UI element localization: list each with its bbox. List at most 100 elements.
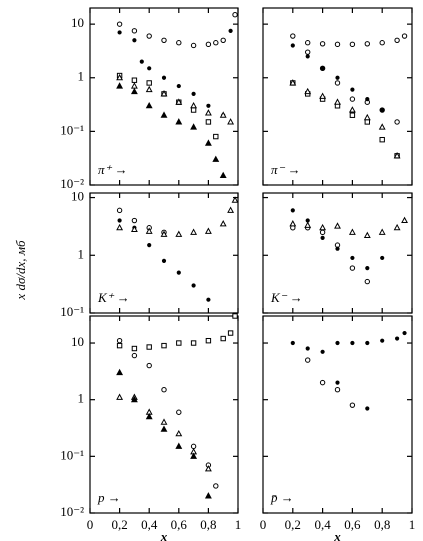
- point: [319, 379, 326, 386]
- point: [349, 96, 356, 102]
- x-tick-label: 1: [235, 517, 242, 532]
- point: [289, 220, 297, 227]
- point: [227, 330, 234, 336]
- point: [190, 340, 197, 346]
- y-tick-label: 10⁻²: [60, 176, 84, 191]
- point: [130, 82, 138, 89]
- point: [160, 425, 168, 432]
- point: [335, 380, 340, 385]
- point: [204, 109, 212, 116]
- point: [175, 442, 183, 449]
- x-tick-label: 0,6: [344, 517, 361, 532]
- point: [364, 278, 370, 285]
- y-tick-label: 1: [78, 391, 85, 406]
- point: [213, 483, 219, 489]
- x-tick-label: 0,8: [374, 517, 390, 532]
- plot-frame: [262, 192, 413, 314]
- point: [160, 230, 168, 237]
- plot-frame: [89, 7, 239, 186]
- point: [205, 337, 212, 344]
- point: [191, 91, 196, 97]
- x-tick-label: 0: [260, 517, 267, 532]
- point: [190, 123, 198, 130]
- point: [365, 265, 370, 271]
- point: [319, 92, 327, 99]
- panel-label: π⁺ →: [98, 162, 128, 177]
- y-tick-label: 10⁻²: [60, 504, 84, 519]
- point: [393, 223, 401, 231]
- point: [145, 85, 153, 93]
- point: [289, 79, 297, 86]
- point: [320, 235, 325, 241]
- point: [290, 208, 295, 213]
- point: [379, 136, 385, 143]
- point: [176, 409, 182, 415]
- point: [145, 412, 153, 420]
- point: [334, 41, 341, 48]
- point: [394, 37, 400, 43]
- point: [232, 313, 238, 319]
- point: [176, 340, 182, 346]
- point: [349, 402, 356, 408]
- point: [393, 151, 401, 159]
- point: [116, 342, 123, 349]
- y-axis-label: x dσ/dx, мб: [13, 240, 28, 301]
- point: [147, 66, 152, 71]
- point: [290, 340, 295, 346]
- x-tick-label: 0,2: [285, 517, 301, 532]
- point: [350, 87, 355, 92]
- panel-label: π⁻ →: [271, 162, 301, 177]
- point: [116, 393, 124, 400]
- point: [304, 87, 312, 95]
- point: [380, 107, 385, 113]
- point: [365, 340, 370, 346]
- point: [365, 406, 370, 411]
- point: [175, 429, 183, 437]
- point: [219, 171, 227, 179]
- point: [161, 258, 167, 263]
- point: [176, 40, 182, 46]
- point: [305, 40, 311, 46]
- point: [319, 229, 326, 236]
- point: [116, 82, 124, 89]
- point: [320, 66, 325, 71]
- y-tick-label: 10: [71, 189, 84, 204]
- point: [204, 227, 212, 234]
- x-tick-label: 0,6: [171, 517, 188, 532]
- point: [335, 340, 340, 346]
- point: [116, 73, 124, 81]
- point: [145, 101, 153, 109]
- point: [220, 37, 226, 43]
- y-tick-label: 10: [71, 334, 84, 349]
- point: [160, 418, 168, 425]
- plot-frame: [89, 315, 239, 514]
- point: [349, 265, 356, 271]
- point: [349, 112, 356, 118]
- point: [213, 133, 219, 140]
- point: [206, 297, 211, 302]
- point: [380, 255, 385, 261]
- point: [334, 80, 341, 86]
- point: [161, 387, 167, 393]
- y-tick-label: 10⁻¹: [60, 122, 84, 137]
- x-tick-label: 0,4: [141, 517, 158, 532]
- point: [364, 119, 371, 125]
- point: [350, 340, 355, 346]
- point: [204, 492, 212, 499]
- point: [227, 118, 235, 125]
- point: [130, 225, 138, 232]
- point: [365, 96, 370, 102]
- point: [190, 107, 197, 113]
- point: [319, 223, 327, 231]
- point: [131, 352, 138, 359]
- point: [305, 346, 310, 351]
- point: [190, 228, 198, 235]
- point: [227, 206, 235, 213]
- point: [320, 349, 325, 354]
- point: [350, 255, 355, 261]
- point: [348, 106, 356, 113]
- point: [379, 40, 385, 46]
- point: [305, 54, 310, 59]
- point: [116, 21, 123, 27]
- y-tick-label: 10: [71, 15, 84, 30]
